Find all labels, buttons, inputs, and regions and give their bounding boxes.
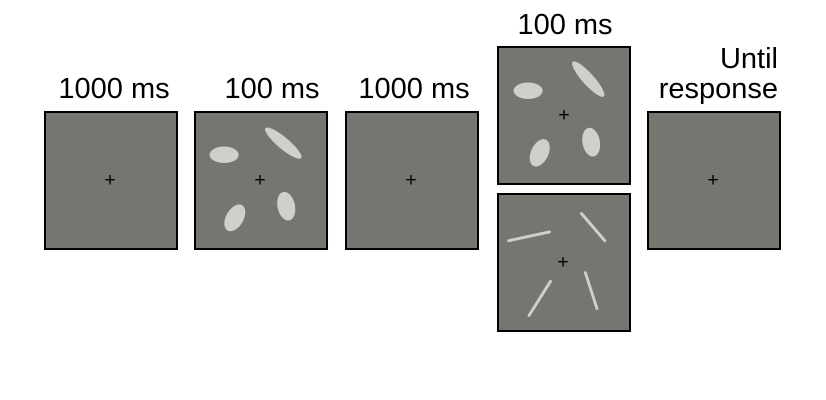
panel-background <box>499 48 629 183</box>
line-stimulus-icon <box>583 271 599 311</box>
frame-2-duration-label: 100 ms <box>224 73 320 105</box>
panel-background <box>499 195 629 330</box>
frame-2-svg: + <box>196 113 326 248</box>
frame-1-duration-label: 1000 ms <box>58 73 170 105</box>
panel-background <box>347 113 477 248</box>
frame-5-duration-label-line-1: Until <box>719 43 778 75</box>
ellipse-stimulus-icon <box>572 61 605 97</box>
frame-4a-svg: + <box>499 48 629 183</box>
ellipse-stimulus-icon <box>209 146 239 164</box>
fixation-cross-icon: + <box>557 251 568 273</box>
panel-background <box>649 113 779 248</box>
panel-background <box>46 113 176 248</box>
frame-4-duration-label: 100 ms <box>517 9 613 41</box>
fixation-cross-icon: + <box>405 169 416 191</box>
frame-4-ellipse-panel: + <box>497 46 631 185</box>
frame-3-duration-label: 1000 ms <box>358 73 470 105</box>
ellipse-stimulus-icon <box>582 127 601 157</box>
fixation-cross-icon: + <box>104 169 115 191</box>
line-stimulus-icon <box>507 230 551 243</box>
frame-5-duration-label-line-2: response <box>658 73 778 105</box>
fixation-cross-icon: + <box>558 104 569 126</box>
frame-3-fixation-panel: + <box>345 111 479 250</box>
frame-4-line-panel: + <box>497 193 631 332</box>
frame-5-fixation-panel: + <box>647 111 781 250</box>
line-stimulus-icon <box>580 212 607 243</box>
ellipse-stimulus-icon <box>529 139 550 167</box>
panel-background <box>196 113 326 248</box>
frame-1-svg: + <box>46 113 176 248</box>
frame-1-fixation-panel: + <box>44 111 178 250</box>
ellipse-stimulus-icon <box>224 204 246 232</box>
frame-5-svg: + <box>649 113 779 248</box>
ellipse-stimulus-icon <box>265 127 302 159</box>
ellipse-stimulus-icon <box>277 191 296 221</box>
fixation-cross-icon: + <box>254 169 265 191</box>
frame-3-svg: + <box>347 113 477 248</box>
frame-4b-svg: + <box>499 195 629 330</box>
frame-2-ellipse-panel: + <box>194 111 328 250</box>
fixation-cross-icon: + <box>707 169 718 191</box>
line-stimulus-icon <box>527 279 552 317</box>
ellipse-stimulus-icon <box>513 82 543 100</box>
